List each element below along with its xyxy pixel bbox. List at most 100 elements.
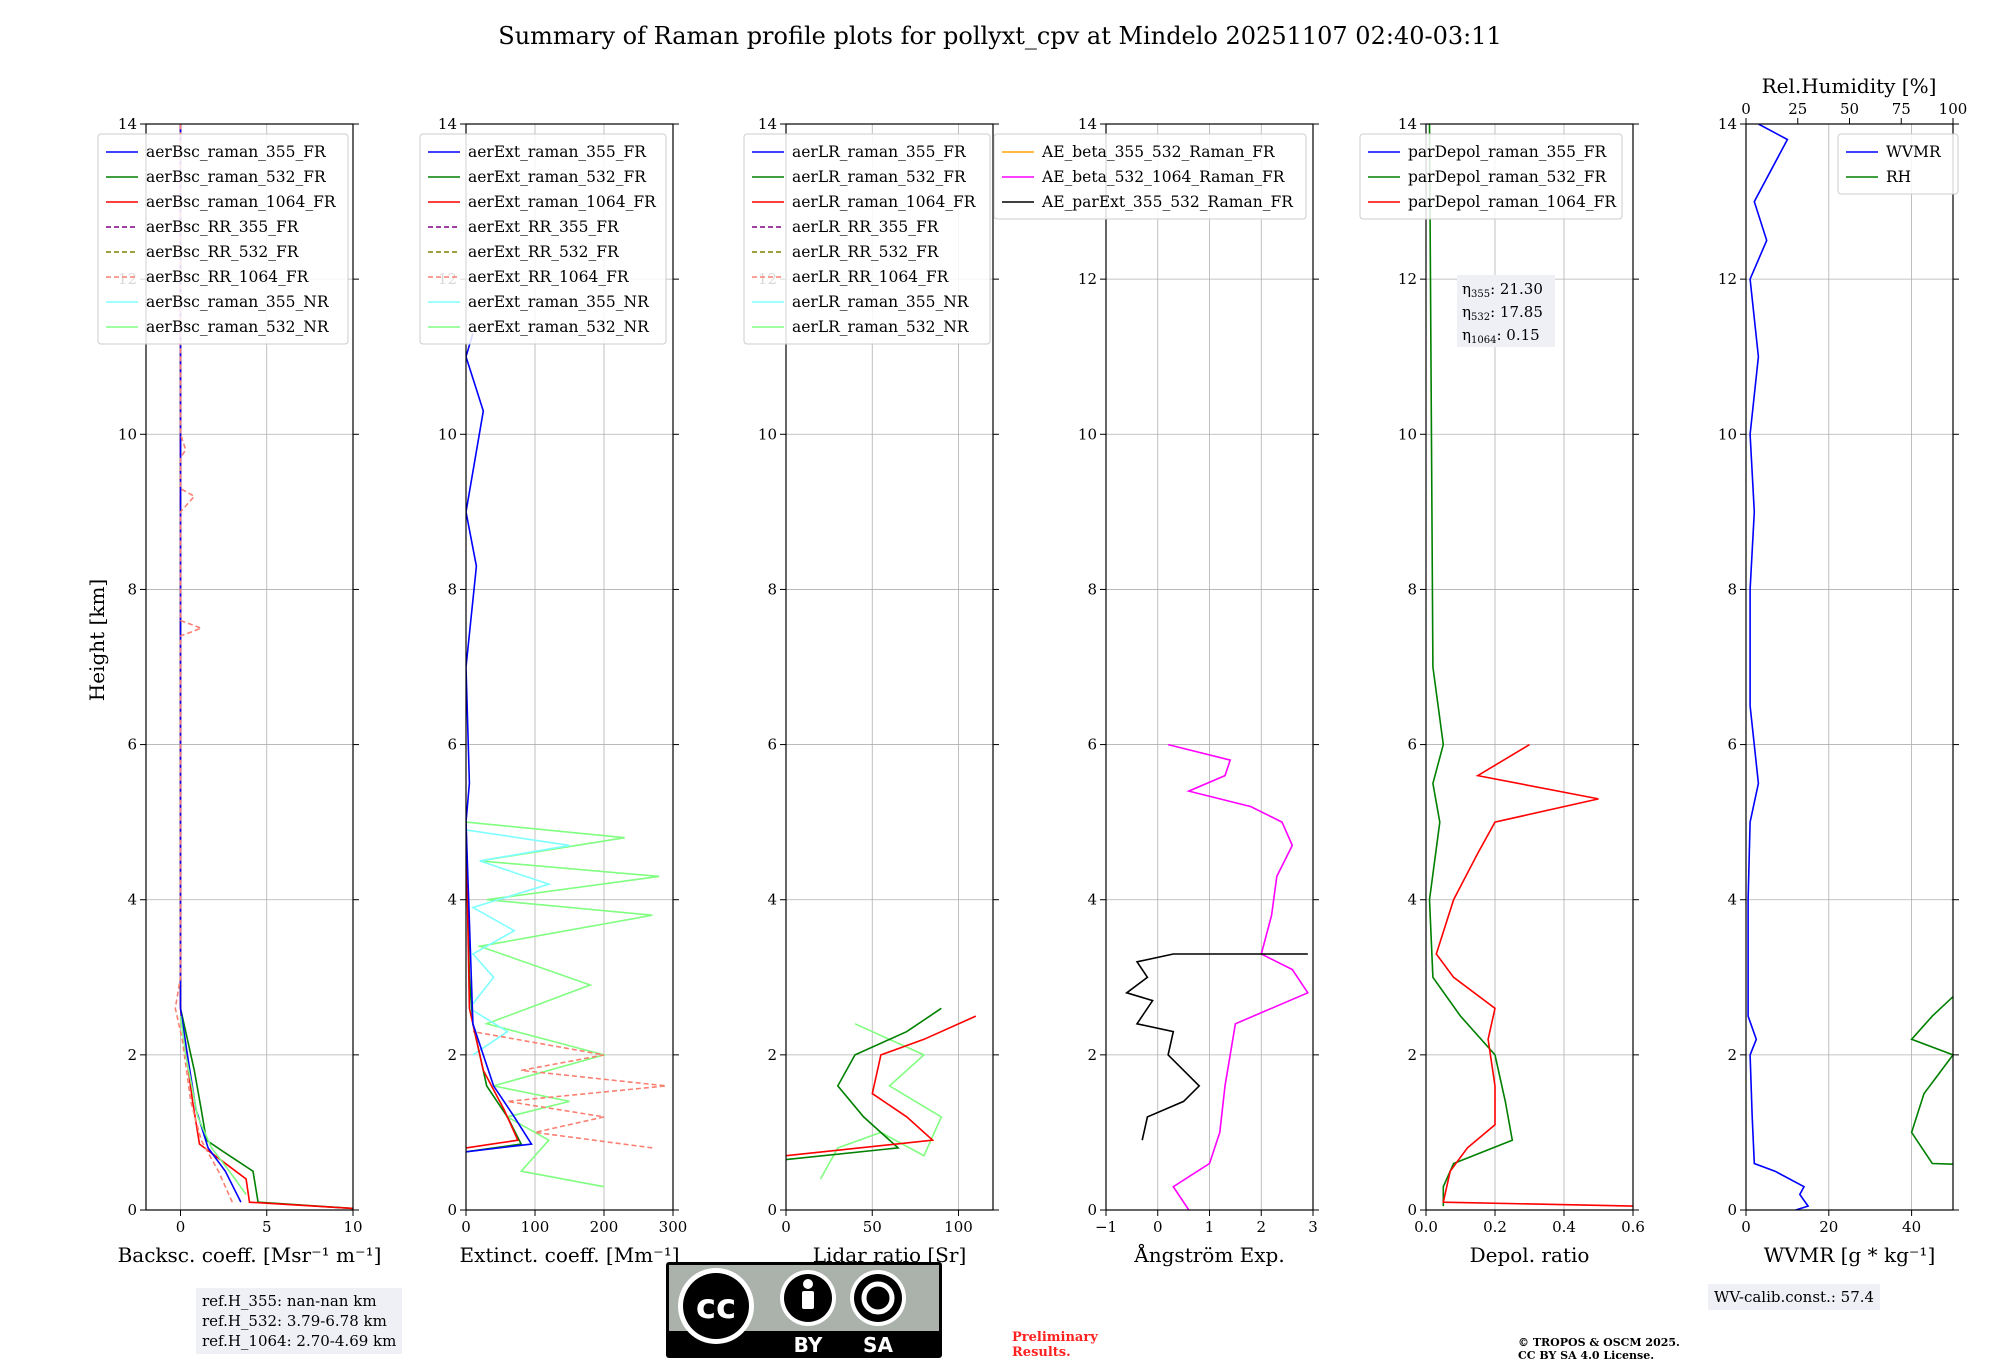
x-tick-label: 40 xyxy=(1902,1218,1921,1236)
series-line-aerExt_raman_532_NR xyxy=(466,821,660,1188)
preliminary-line-2: Results. xyxy=(1012,1345,1071,1360)
x-tick-label: 1 xyxy=(1205,1218,1215,1236)
series-line-AE_parExt_355_532_Raman_FR xyxy=(1124,953,1308,1141)
legend-entry: aerLR_raman_1064_FR xyxy=(792,193,977,211)
legend-entry: aerExt_RR_532_FR xyxy=(468,243,620,261)
series-group xyxy=(1428,124,1633,1207)
legend-entry: RH xyxy=(1886,168,1911,186)
y-tick-label: 6 xyxy=(767,736,777,754)
legend-box xyxy=(419,133,667,345)
legend-box xyxy=(97,133,349,345)
legend-entry: aerBsc_raman_355_FR xyxy=(146,143,327,161)
x-tick-label: 0 xyxy=(1153,1218,1163,1236)
x-axis-label: Ångström Exp. xyxy=(1133,1242,1284,1267)
copyright-line-2: CC BY SA 4.0 License. xyxy=(1518,1349,1655,1362)
y-tick-label: 6 xyxy=(447,736,457,754)
legend-box xyxy=(993,133,1307,220)
y-tick-label: 4 xyxy=(127,891,137,909)
y-tick-label: 2 xyxy=(767,1046,777,1064)
y-tick-label: 8 xyxy=(447,580,457,598)
legend-entry: AE_beta_355_532_Raman_FR xyxy=(1041,143,1276,161)
panel-depol: 0 2 4 6 8 10 12 14 0.0 0.2 0.4 0.6 Depol. ratio parDe… xyxy=(1359,115,1645,1267)
series-line-aerExt_raman_1064_FR xyxy=(466,822,519,1149)
x-axis-label: Depol. ratio xyxy=(1470,1243,1590,1267)
y-tick-label: 14 xyxy=(118,115,137,133)
series-line-aerLR_raman_1064_FR xyxy=(786,1015,977,1157)
legend-entry: aerBsc_raman_1064_FR xyxy=(146,193,337,211)
y-tick-label: 10 xyxy=(1078,425,1097,443)
series-line-aerBsc_raman_532_NR xyxy=(179,1015,247,1195)
x2-tick-label: 100 xyxy=(1939,100,1968,118)
y-tick-label: 4 xyxy=(1407,891,1417,909)
legend-entry: parDepol_raman_355_FR xyxy=(1408,143,1608,161)
sa-label: SA xyxy=(863,1333,893,1357)
legend: WVMR RH xyxy=(1837,133,1959,195)
y-tick-label: 2 xyxy=(1727,1046,1737,1064)
x-axis-label: WVMR [g * kg⁻¹] xyxy=(1764,1243,1936,1267)
x-tick-label: 0.6 xyxy=(1621,1218,1645,1236)
panels: 024681012140510Backsc. coeff. [Msr⁻¹ m⁻¹… xyxy=(97,100,1968,1267)
x-tick-label: 100 xyxy=(521,1218,550,1236)
legend-entry: aerBsc_raman_532_NR xyxy=(146,318,330,336)
x-tick-label: 5 xyxy=(262,1218,272,1236)
series-line-aerExt_raman_355_NR xyxy=(466,829,570,1056)
series-line-aerLR_raman_532_FR xyxy=(786,1007,942,1161)
legend-entry: aerExt_raman_355_FR xyxy=(468,143,647,161)
y-tick-label: 4 xyxy=(1087,891,1097,909)
y-tick-label: 6 xyxy=(1407,736,1417,754)
y-tick-label: 2 xyxy=(1087,1046,1097,1064)
x-tick-label: 0.0 xyxy=(1414,1218,1438,1236)
y-tick-label: 14 xyxy=(1078,115,1097,133)
legend-entry: aerLR_raman_355_NR xyxy=(792,293,970,311)
series-line-AE_beta_532_1064_Raman_FR xyxy=(1167,743,1309,1210)
axes-frame xyxy=(145,123,354,1211)
y-tick-label: 8 xyxy=(1727,580,1737,598)
legend-entry: aerExt_raman_532_NR xyxy=(468,318,650,336)
legend-box xyxy=(743,133,991,345)
figure-title: Summary of Raman profile plots for polly… xyxy=(498,22,1501,50)
legend-entry: aerLR_raman_532_FR xyxy=(792,168,967,186)
y-tick-label: 14 xyxy=(758,115,777,133)
ref-h-532: ref.H_532: 3.79-6.78 km xyxy=(202,1312,387,1330)
series-line-parDepol_raman_1064_FR xyxy=(1435,743,1633,1207)
y-tick-label: 8 xyxy=(127,580,137,598)
x-tick-label: 300 xyxy=(659,1218,688,1236)
x2-tick-label: 0 xyxy=(1741,100,1751,118)
legend: aerExt_raman_355_FR aerExt_raman_532_FRae… xyxy=(419,133,667,345)
legend-entry: parDepol_raman_532_FR xyxy=(1408,168,1608,186)
y-axis-label: Height [km] xyxy=(85,579,109,701)
y-tick-label: 12 xyxy=(1078,270,1097,288)
y-tick-label: 0 xyxy=(767,1201,777,1219)
x2-tick-label: 75 xyxy=(1892,100,1911,118)
x-tick-label: 20 xyxy=(1819,1218,1838,1236)
y-tick-label: 10 xyxy=(1718,425,1737,443)
y-tick-label: 2 xyxy=(447,1046,457,1064)
legend-entry: AE_beta_532_1064_Raman_FR xyxy=(1041,168,1286,186)
y-tick-label: 14 xyxy=(1718,115,1737,133)
x-tick-label: 3 xyxy=(1308,1218,1318,1236)
y-tick-label: 2 xyxy=(1407,1046,1417,1064)
legend-entry: parDepol_raman_1064_FR xyxy=(1408,193,1617,211)
svg-text:η1064: 0.15: η1064: 0.15 xyxy=(1462,326,1540,346)
eta-1064-value: 0.15 xyxy=(1506,326,1539,344)
reference-height-info: ref.H_355: nan-nan km ref.H_532: 3.79-6.… xyxy=(196,1288,403,1354)
x-tick-label: −1 xyxy=(1095,1218,1117,1236)
legend-entry: WVMR xyxy=(1886,143,1942,161)
legend-entry: aerExt_RR_1064_FR xyxy=(468,268,630,286)
preliminary-line-1: Preliminary xyxy=(1012,1330,1098,1345)
axes-frame xyxy=(1745,123,1954,1211)
legend-entry: aerExt_raman_1064_FR xyxy=(468,193,657,211)
series-line-WVMR xyxy=(1747,124,1810,1210)
y-tick-label: 4 xyxy=(1727,891,1737,909)
legend-entry: aerLR_RR_1064_FR xyxy=(792,268,950,286)
legend-box xyxy=(1837,133,1959,195)
y-tick-label: 0 xyxy=(1407,1201,1417,1219)
series-line-aerExt_raman_355_FR xyxy=(466,333,533,1153)
wv-calibration-info: WV-calib.const.: 57.4 xyxy=(1708,1284,1881,1310)
axes-frame xyxy=(1425,123,1634,1211)
by-label: BY xyxy=(794,1333,823,1357)
legend-entry: aerExt_raman_532_FR xyxy=(468,168,647,186)
